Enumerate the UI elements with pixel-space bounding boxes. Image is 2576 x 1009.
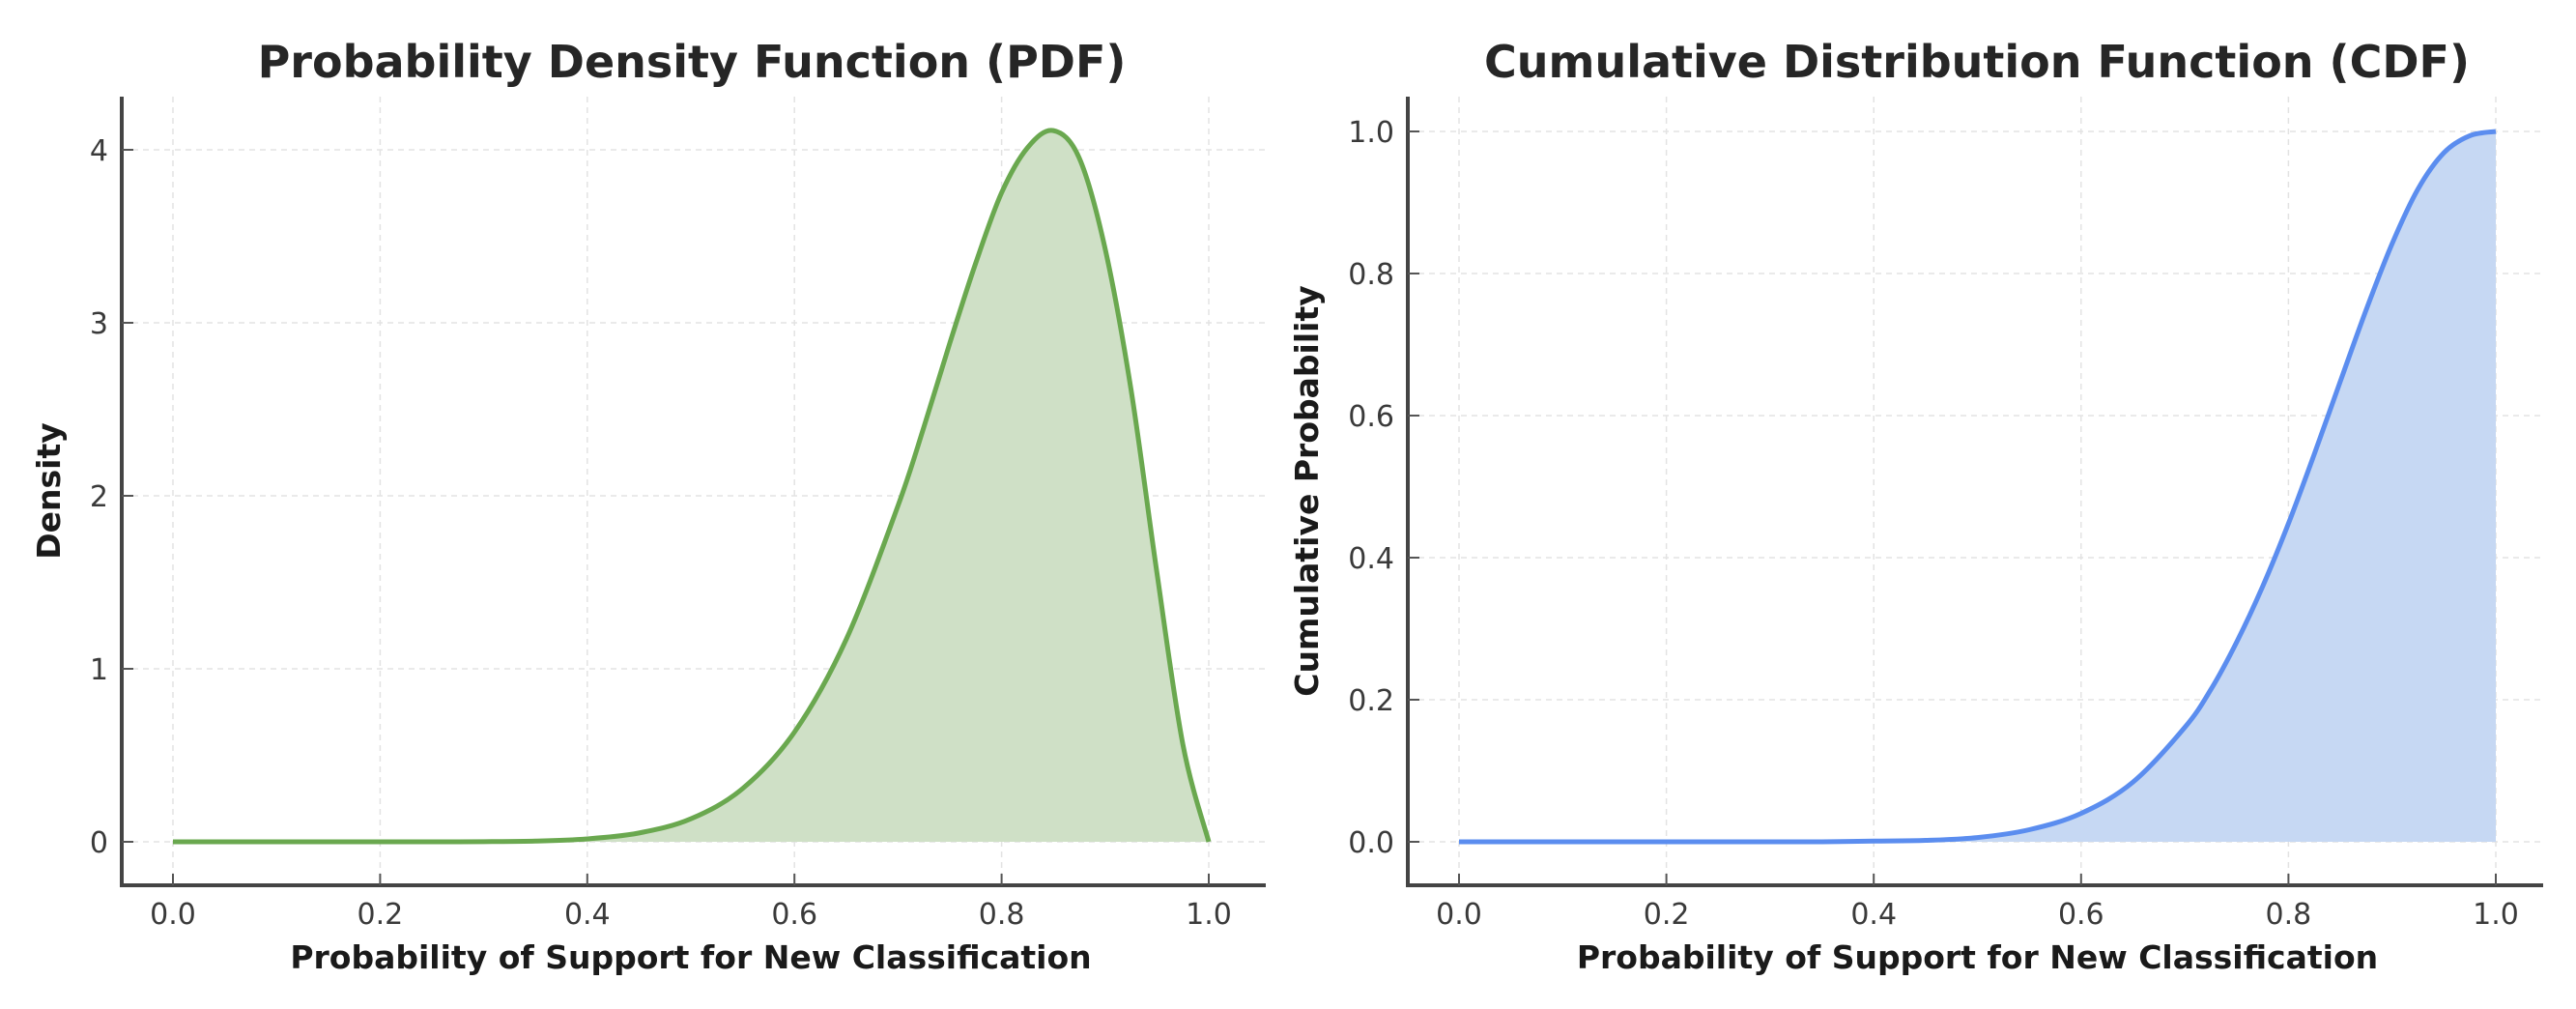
cdf-title: Cumulative Distribution Function (CDF) xyxy=(1484,36,2470,88)
y-tick-label: 0.0 xyxy=(1348,826,1394,860)
y-tick-label: 1 xyxy=(90,653,108,687)
x-tick-label: 1.0 xyxy=(2473,898,2519,932)
y-tick-label: 3 xyxy=(90,307,108,341)
pdf-chart: 0.0 0.2 0.4 0.6 0.8 1.0 0 1 2 3 4 Probability Dens… xyxy=(30,36,1266,976)
pdf-axes: 0.0 0.2 0.4 0.6 0.8 1.0 0 1 2 3 4 xyxy=(90,97,1266,932)
x-tick-label: 0.4 xyxy=(1850,898,1897,932)
y-tick-label: 0.8 xyxy=(1348,258,1394,292)
pdf-title: Probability Density Function (PDF) xyxy=(258,36,1127,88)
x-tick-label: 1.0 xyxy=(1186,898,1232,932)
y-tick-label: 1.0 xyxy=(1348,116,1394,150)
pdf-x-axis-label: Probability of Support for New Classific… xyxy=(290,938,1091,976)
y-tick-label: 0.6 xyxy=(1348,400,1394,434)
y-tick-label: 2 xyxy=(90,480,108,514)
pdf-curve xyxy=(172,128,1212,845)
y-tick-label: 4 xyxy=(90,134,108,168)
x-tick-label: 0.8 xyxy=(979,898,1025,932)
x-tick-label: 0.4 xyxy=(564,898,611,932)
cdf-curve xyxy=(1458,129,2497,845)
x-tick-label: 0.8 xyxy=(2266,898,2312,932)
y-tick-label: 0.4 xyxy=(1348,542,1394,576)
cdf-chart: 0.0 0.2 0.4 0.6 0.8 1.0 0.0 0.2 0.4 0.6 0.8 1.0 Cum… xyxy=(1288,36,2543,976)
cdf-y-axis-label: Cumulative Probability xyxy=(1288,285,1326,697)
cdf-axes: 0.0 0.2 0.4 0.6 0.8 1.0 0.0 0.2 0.4 0.6 0.8 1.0 xyxy=(1348,97,2543,932)
x-tick-label: 0.0 xyxy=(150,898,196,932)
x-tick-label: 0.6 xyxy=(2058,898,2104,932)
y-tick-label: 0 xyxy=(90,826,108,860)
x-tick-label: 0.6 xyxy=(771,898,817,932)
y-tick-label: 0.2 xyxy=(1348,684,1394,718)
x-tick-label: 0.2 xyxy=(358,898,404,932)
cdf-x-axis-label: Probability of Support for New Classific… xyxy=(1577,938,2378,976)
pdf-y-axis-label: Density xyxy=(30,422,68,560)
cdf-area-fill xyxy=(1459,131,2496,843)
x-tick-label: 0.2 xyxy=(1644,898,1690,932)
x-tick-label: 0.0 xyxy=(1436,898,1482,932)
pdf-area-fill xyxy=(173,130,1209,843)
